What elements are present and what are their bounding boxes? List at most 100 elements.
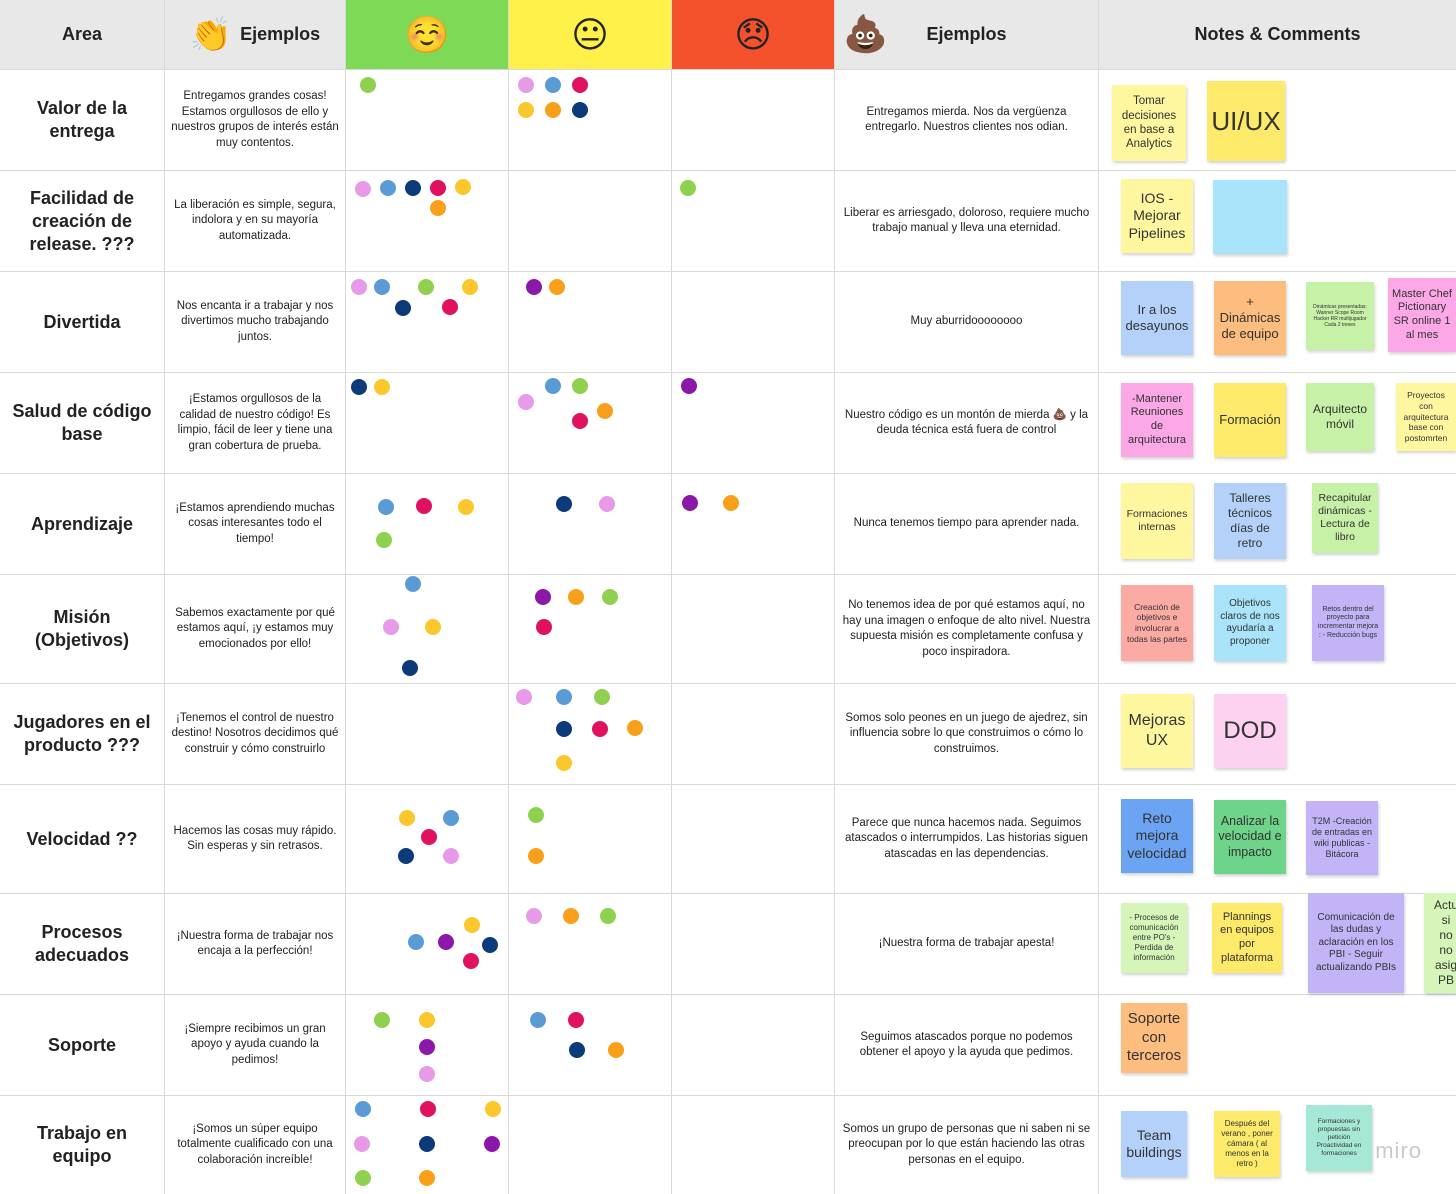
vote-dot[interactable]	[419, 1170, 435, 1186]
sticky-note[interactable]: Formaciones y propuestas sin petición Pr…	[1306, 1105, 1372, 1171]
vote-dot[interactable]	[420, 1101, 436, 1117]
vote-dot[interactable]	[602, 589, 618, 605]
vote-dot[interactable]	[723, 495, 739, 511]
vote-dot[interactable]	[398, 848, 414, 864]
sticky-note[interactable]: Formaciones internas	[1121, 483, 1193, 559]
sticky-note[interactable]: Proyectos con arquitectura base con post…	[1396, 383, 1456, 451]
sticky-note[interactable]: Recapitular dinámicas - Lectura de libro	[1312, 483, 1378, 553]
vote-dot[interactable]	[395, 300, 411, 316]
vote-dot[interactable]	[572, 77, 588, 93]
vote-dot[interactable]	[402, 660, 418, 676]
vote-dot[interactable]	[455, 179, 471, 195]
vote-dot[interactable]	[569, 1042, 585, 1058]
sticky-note[interactable]: Formación	[1214, 383, 1286, 457]
vote-dot[interactable]	[462, 279, 478, 295]
sticky-note[interactable]: Retos dentro del proyecto para increment…	[1312, 585, 1384, 661]
vote-dot[interactable]	[354, 1136, 370, 1152]
vote-dot[interactable]	[535, 589, 551, 605]
vote-dot[interactable]	[421, 829, 437, 845]
sticky-note[interactable]: Plannings en equipos por plataforma	[1212, 903, 1282, 973]
vote-dot[interactable]	[681, 378, 697, 394]
vote-dot[interactable]	[360, 77, 376, 93]
vote-dot[interactable]	[568, 1012, 584, 1028]
sticky-note[interactable]: Master Chef Pictionary SR online 1 al me…	[1388, 278, 1456, 352]
vote-dot[interactable]	[594, 689, 610, 705]
sticky-note[interactable]: Tomar decisiones en base a Analytics	[1112, 85, 1186, 161]
sticky-note[interactable]: Mejoras UX	[1121, 694, 1193, 768]
sticky-note[interactable]: UI/UX	[1207, 81, 1285, 161]
vote-dot[interactable]	[627, 720, 643, 736]
sticky-note[interactable]: Actu si no no asig PB	[1424, 893, 1456, 993]
vote-dot[interactable]	[443, 810, 459, 826]
vote-dot[interactable]	[442, 299, 458, 315]
vote-dot[interactable]	[405, 180, 421, 196]
sticky-note[interactable]: T2M -Creación de entradas en wiki public…	[1306, 801, 1378, 875]
vote-dot[interactable]	[355, 181, 371, 197]
vote-dot[interactable]	[378, 499, 394, 515]
vote-dot[interactable]	[530, 1012, 546, 1028]
vote-dot[interactable]	[556, 689, 572, 705]
sticky-note[interactable]: Dinámicas presentadas: Wanner Scope Room…	[1306, 282, 1374, 350]
vote-dot[interactable]	[419, 1012, 435, 1028]
vote-dot[interactable]	[568, 589, 584, 605]
vote-dot[interactable]	[419, 1066, 435, 1082]
sticky-note[interactable]: Talleres técnicos días de retro	[1214, 483, 1286, 559]
sticky-note[interactable]: -Mantener Reuniones de arquitectura	[1121, 383, 1193, 457]
sticky-note[interactable]: Soporte con terceros	[1121, 1003, 1187, 1073]
vote-dot[interactable]	[376, 532, 392, 548]
sticky-note[interactable]: + Dinámicas de equipo	[1214, 281, 1286, 355]
vote-dot[interactable]	[526, 908, 542, 924]
vote-dot[interactable]	[418, 279, 434, 295]
vote-dot[interactable]	[600, 908, 616, 924]
vote-dot[interactable]	[355, 1170, 371, 1186]
vote-dot[interactable]	[608, 1042, 624, 1058]
sticky-note[interactable]: Arquitecto móvil	[1306, 383, 1374, 451]
sticky-note[interactable]: Comunicación de las dudas y aclaración e…	[1308, 893, 1404, 993]
vote-dot[interactable]	[556, 496, 572, 512]
vote-dot[interactable]	[682, 495, 698, 511]
vote-dot[interactable]	[355, 1101, 371, 1117]
sticky-note[interactable]: Objetivos claros de nos ayudaría a propo…	[1214, 585, 1286, 661]
vote-dot[interactable]	[458, 499, 474, 515]
vote-dot[interactable]	[430, 200, 446, 216]
vote-dot[interactable]	[374, 279, 390, 295]
sticky-note[interactable]: Reto mejora velocidad	[1121, 799, 1193, 873]
vote-dot[interactable]	[572, 413, 588, 429]
sticky-note[interactable]: Analizar la velocidad e impacto	[1214, 800, 1286, 874]
vote-dot[interactable]	[419, 1039, 435, 1055]
vote-dot[interactable]	[374, 379, 390, 395]
sticky-note[interactable]: Team buildings	[1121, 1111, 1187, 1177]
vote-dot[interactable]	[464, 917, 480, 933]
vote-dot[interactable]	[425, 619, 441, 635]
vote-dot[interactable]	[549, 279, 565, 295]
vote-dot[interactable]	[592, 721, 608, 737]
vote-dot[interactable]	[680, 180, 696, 196]
vote-dot[interactable]	[572, 102, 588, 118]
vote-dot[interactable]	[482, 937, 498, 953]
vote-dot[interactable]	[536, 619, 552, 635]
vote-dot[interactable]	[485, 1101, 501, 1117]
sticky-note[interactable]: - Procesos de comunicación entre PO's - …	[1121, 903, 1187, 973]
vote-dot[interactable]	[572, 378, 588, 394]
sticky-note[interactable]: DOD	[1214, 694, 1286, 768]
vote-dot[interactable]	[545, 378, 561, 394]
vote-dot[interactable]	[518, 77, 534, 93]
vote-dot[interactable]	[526, 279, 542, 295]
vote-dot[interactable]	[416, 498, 432, 514]
sticky-note[interactable]	[1213, 180, 1287, 254]
vote-dot[interactable]	[484, 1136, 500, 1152]
sticky-note[interactable]: Creación de objetivos e involucrar a tod…	[1121, 585, 1193, 661]
vote-dot[interactable]	[383, 619, 399, 635]
vote-dot[interactable]	[380, 180, 396, 196]
vote-dot[interactable]	[419, 1136, 435, 1152]
vote-dot[interactable]	[351, 279, 367, 295]
vote-dot[interactable]	[597, 403, 613, 419]
vote-dot[interactable]	[399, 810, 415, 826]
vote-dot[interactable]	[443, 848, 459, 864]
vote-dot[interactable]	[556, 721, 572, 737]
vote-dot[interactable]	[528, 848, 544, 864]
vote-dot[interactable]	[351, 379, 367, 395]
vote-dot[interactable]	[518, 102, 534, 118]
vote-dot[interactable]	[463, 953, 479, 969]
sticky-note[interactable]: Después del verano , poner cámara ( al m…	[1214, 1111, 1280, 1177]
